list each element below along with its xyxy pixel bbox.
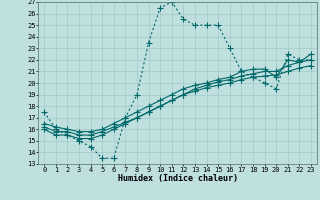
X-axis label: Humidex (Indice chaleur): Humidex (Indice chaleur): [118, 174, 238, 183]
